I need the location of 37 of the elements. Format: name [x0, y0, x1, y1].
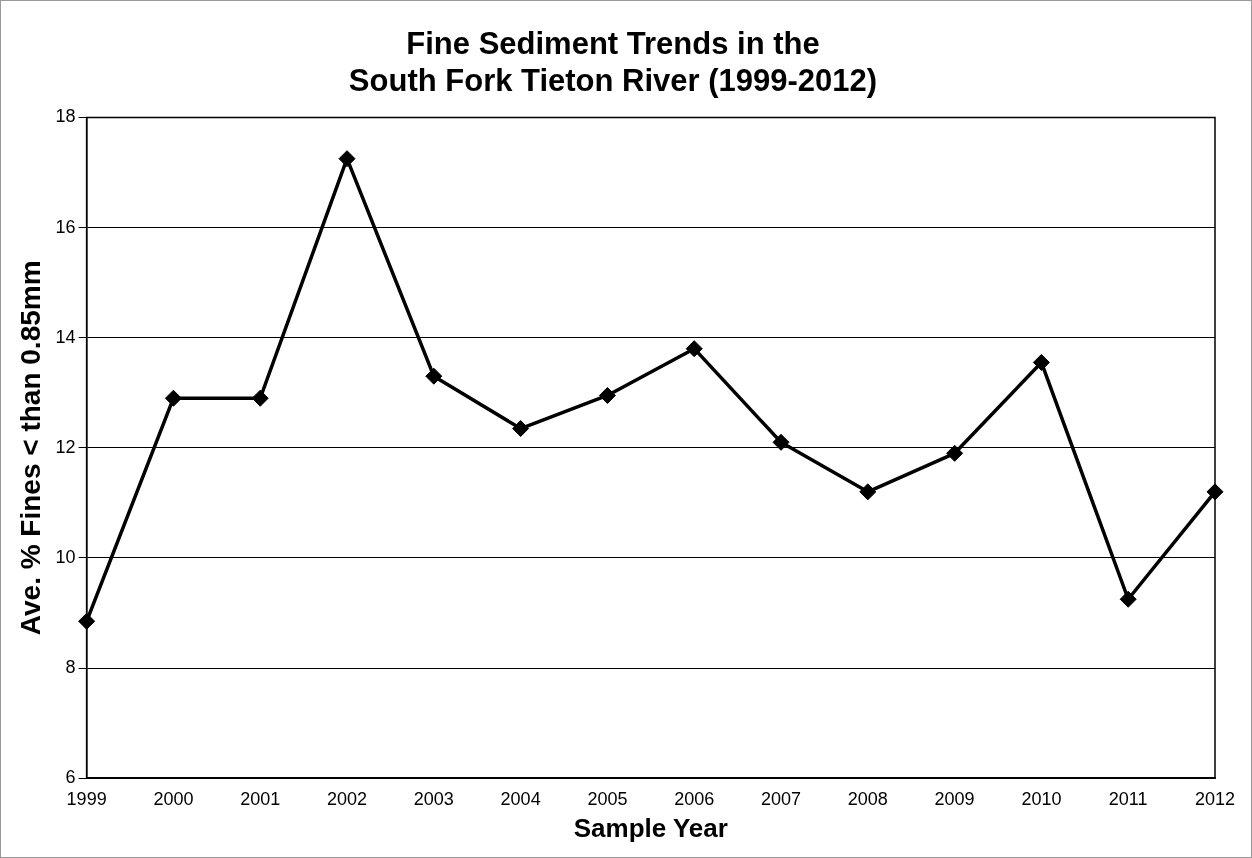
- x-tick-label: 2008: [847, 788, 888, 809]
- x-tick-label: 2010: [1021, 788, 1062, 809]
- point: [1032, 353, 1050, 371]
- x-tick-label: 2005: [587, 788, 628, 809]
- y-tick-label: 10: [55, 546, 76, 567]
- x-tick-label: 2003: [413, 788, 454, 809]
- point: [338, 150, 356, 168]
- x-tick-label: 2001: [240, 788, 281, 809]
- point: [425, 367, 443, 385]
- x-tick-label: 2000: [153, 788, 194, 809]
- x-tick-label: 2007: [760, 788, 802, 809]
- y-tick-label: 18: [55, 106, 76, 127]
- point: [598, 386, 616, 404]
- point: [1119, 590, 1137, 608]
- x-tick-label: 1999: [66, 788, 107, 809]
- y-tick-label: 6: [65, 767, 76, 788]
- x-tick-label: 2004: [500, 788, 541, 809]
- point: [859, 483, 877, 501]
- x-tick-label: 2009: [934, 788, 975, 809]
- y-tick-label: 12: [55, 436, 76, 457]
- x-tick-label: 2006: [674, 788, 715, 809]
- x-tick-label: 2011: [1108, 788, 1148, 809]
- point: [78, 612, 96, 630]
- y-tick-label: 14: [55, 326, 76, 347]
- point: [946, 444, 964, 462]
- x-tick-label: 2002: [326, 788, 368, 809]
- y-tick-label: 8: [65, 657, 76, 678]
- point: [512, 420, 530, 438]
- y-axis-title: Ave. % Fines < than 0.85mm: [14, 260, 46, 636]
- y-tick-label: 16: [55, 216, 76, 237]
- point: [772, 433, 790, 451]
- x-tick-label: 2012: [1194, 788, 1236, 809]
- x-axis-title: Sample Year: [573, 812, 728, 843]
- point: [164, 389, 182, 407]
- chart-title: Fine Sediment Trends in the South Fork Tieton River (1999-2012): [348, 26, 878, 99]
- point: [251, 389, 269, 407]
- point: [685, 340, 703, 358]
